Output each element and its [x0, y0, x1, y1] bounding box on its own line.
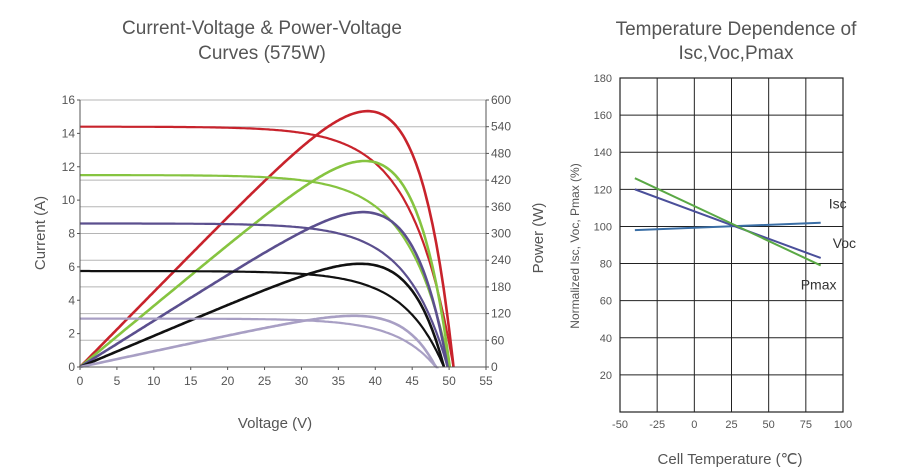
iv-x-tick-label: 45 [406, 374, 420, 388]
iv-y-tick-label: 6 [68, 260, 75, 274]
temp-y-tick-label: 180 [594, 73, 612, 85]
iv-chart-title-line-1: Current-Voltage & Power-Voltage [122, 18, 402, 39]
iv-y2-tick-label: 120 [491, 307, 511, 321]
temp-x-tick-label: -50 [612, 419, 628, 431]
iv-y2-axis-label: Power (W) [530, 203, 547, 274]
iv-y-tick-label: 16 [62, 93, 76, 107]
iv-y-tick-label: 0 [68, 360, 75, 374]
temp-y-tick-label: 40 [600, 333, 612, 345]
iv-current-curve [80, 222, 449, 368]
iv-y-tick-label: 14 [62, 126, 76, 140]
iv-y-tick-label: 4 [68, 293, 75, 307]
iv-gridlines [80, 99, 486, 341]
temp-series-line-pmax [634, 177, 822, 267]
temp-series-label-pmax: Pmax [801, 276, 837, 292]
iv-x-tick-label: 55 [479, 374, 493, 388]
temp-y-axis-label: Normalized Isc, Voc, Pmax (%) [568, 163, 582, 328]
temp-y-tick-label: 20 [600, 370, 612, 382]
iv-y-tick-label: 12 [62, 160, 76, 174]
iv-y2-tick-label: 240 [491, 253, 511, 267]
iv-tick-labels: 0601201802403003604204805406000246810121… [62, 93, 512, 388]
temp-gridlines [619, 77, 844, 413]
temp-chart-title-line-2: Isc,Voc,Pmax [678, 43, 794, 64]
iv-y-axis-label: Current (A) [32, 196, 49, 270]
iv-x-tick-label: 50 [442, 374, 456, 388]
iv-x-tick-label: 0 [77, 374, 84, 388]
temp-series-label-voc: Voc [833, 235, 856, 251]
temp-series-line-isc [634, 221, 821, 232]
iv-y2-tick-label: 480 [491, 146, 511, 160]
temp-x-tick-label: 25 [725, 419, 737, 431]
iv-x-tick-label: 40 [369, 374, 383, 388]
iv-x-tick-label: 30 [295, 374, 309, 388]
temp-x-tick-label: 0 [691, 419, 697, 431]
temp-x-axis-label: Cell Temperature (℃) [658, 451, 803, 468]
iv-x-axis-label: Voltage (V) [238, 415, 312, 432]
temp-x-tick-label: 50 [763, 419, 775, 431]
temp-series-label-isc: Isc [829, 196, 847, 212]
iv-y2-tick-label: 180 [491, 280, 511, 294]
iv-y-tick-label: 10 [62, 193, 76, 207]
temp-series-line-voc [634, 188, 822, 259]
iv-y2-tick-label: 0 [491, 360, 498, 374]
iv-x-tick-label: 35 [332, 374, 346, 388]
iv-series [79, 109, 455, 369]
iv-x-tick-label: 5 [114, 374, 121, 388]
pv-power-curve [79, 159, 452, 368]
iv-chart-title-line-2: Curves (575W) [198, 43, 326, 64]
temp-x-tick-label: -25 [649, 419, 665, 431]
temp-y-tick-label: 140 [594, 147, 612, 159]
pv-power-curve [79, 262, 446, 369]
iv-current-curve [80, 317, 439, 369]
temp-y-tick-label: 80 [600, 259, 612, 271]
iv-x-tick-label: 10 [147, 374, 161, 388]
iv-y2-tick-label: 300 [491, 227, 511, 241]
iv-chart: Current-Voltage & Power-Voltage Curves (… [32, 18, 547, 432]
temp-y-tick-label: 120 [594, 184, 612, 196]
temp-y-tick-label: 160 [594, 110, 612, 122]
iv-x-tick-label: 20 [221, 374, 235, 388]
iv-y2-tick-label: 540 [491, 120, 511, 134]
iv-current-curve [80, 269, 445, 368]
iv-x-tick-label: 15 [184, 374, 198, 388]
iv-current-curve [80, 125, 455, 368]
temp-y-tick-label: 100 [594, 221, 612, 233]
temp-series: Isc Voc Pmax [634, 177, 856, 292]
temp-tick-labels: 20 40 60 80 100 120 140 160 180 -50 -25 0 25 50 75 100 [594, 73, 853, 431]
iv-y2-tick-label: 60 [491, 333, 505, 347]
pv-power-curve [79, 314, 439, 369]
temp-y-tick-label: 60 [600, 296, 612, 308]
iv-y2-tick-label: 420 [491, 173, 511, 187]
iv-x-tick-label: 25 [258, 374, 272, 388]
pv-power-curve [79, 210, 449, 369]
temp-x-tick-label: 75 [800, 419, 812, 431]
temp-x-tick-label: 100 [834, 419, 852, 431]
iv-y-tick-label: 2 [68, 327, 75, 341]
iv-y2-tick-label: 600 [491, 93, 511, 107]
temperature-chart: Temperature Dependence of Isc,Voc,Pmax 2… [568, 19, 857, 468]
iv-y-tick-label: 8 [68, 227, 75, 241]
iv-y2-tick-label: 360 [491, 200, 511, 214]
temp-chart-title-line-1: Temperature Dependence of [616, 19, 858, 40]
